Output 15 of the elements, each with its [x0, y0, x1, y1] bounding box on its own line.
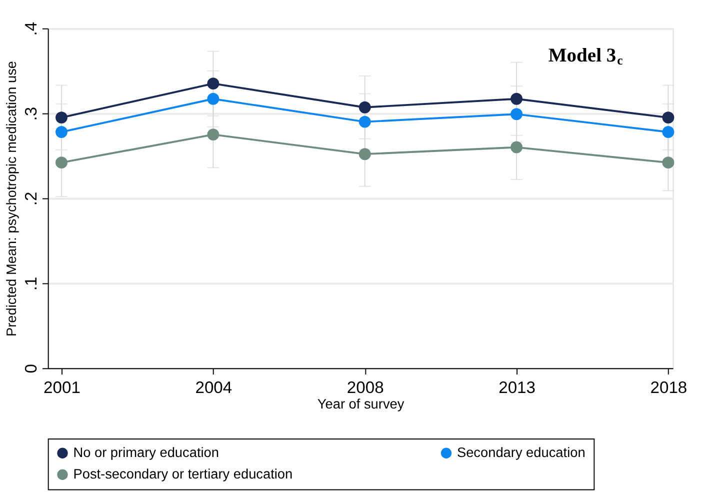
y-tick-label: .4: [22, 22, 41, 36]
legend-label: Post-secondary or tertiary education: [73, 466, 293, 482]
x-tick-label: 2013: [498, 378, 536, 398]
y-axis-title: Predicted Mean: psychotropic medication use: [4, 60, 20, 337]
legend-label: No or primary education: [73, 445, 219, 460]
x-tick-label: 2004: [195, 378, 232, 398]
x-tick-label: 2018: [650, 378, 688, 398]
y-tick-label: .2: [22, 192, 41, 206]
y-tick-label: 0: [22, 364, 41, 374]
x-axis-title: Year of survey: [317, 396, 404, 412]
x-tick-label: 2001: [44, 378, 80, 398]
y-tick-label: .1: [22, 276, 41, 291]
y-tick-label: .3: [22, 106, 41, 121]
legend-label: Secondary education: [456, 445, 586, 460]
x-tick-label: 2008: [346, 378, 384, 398]
